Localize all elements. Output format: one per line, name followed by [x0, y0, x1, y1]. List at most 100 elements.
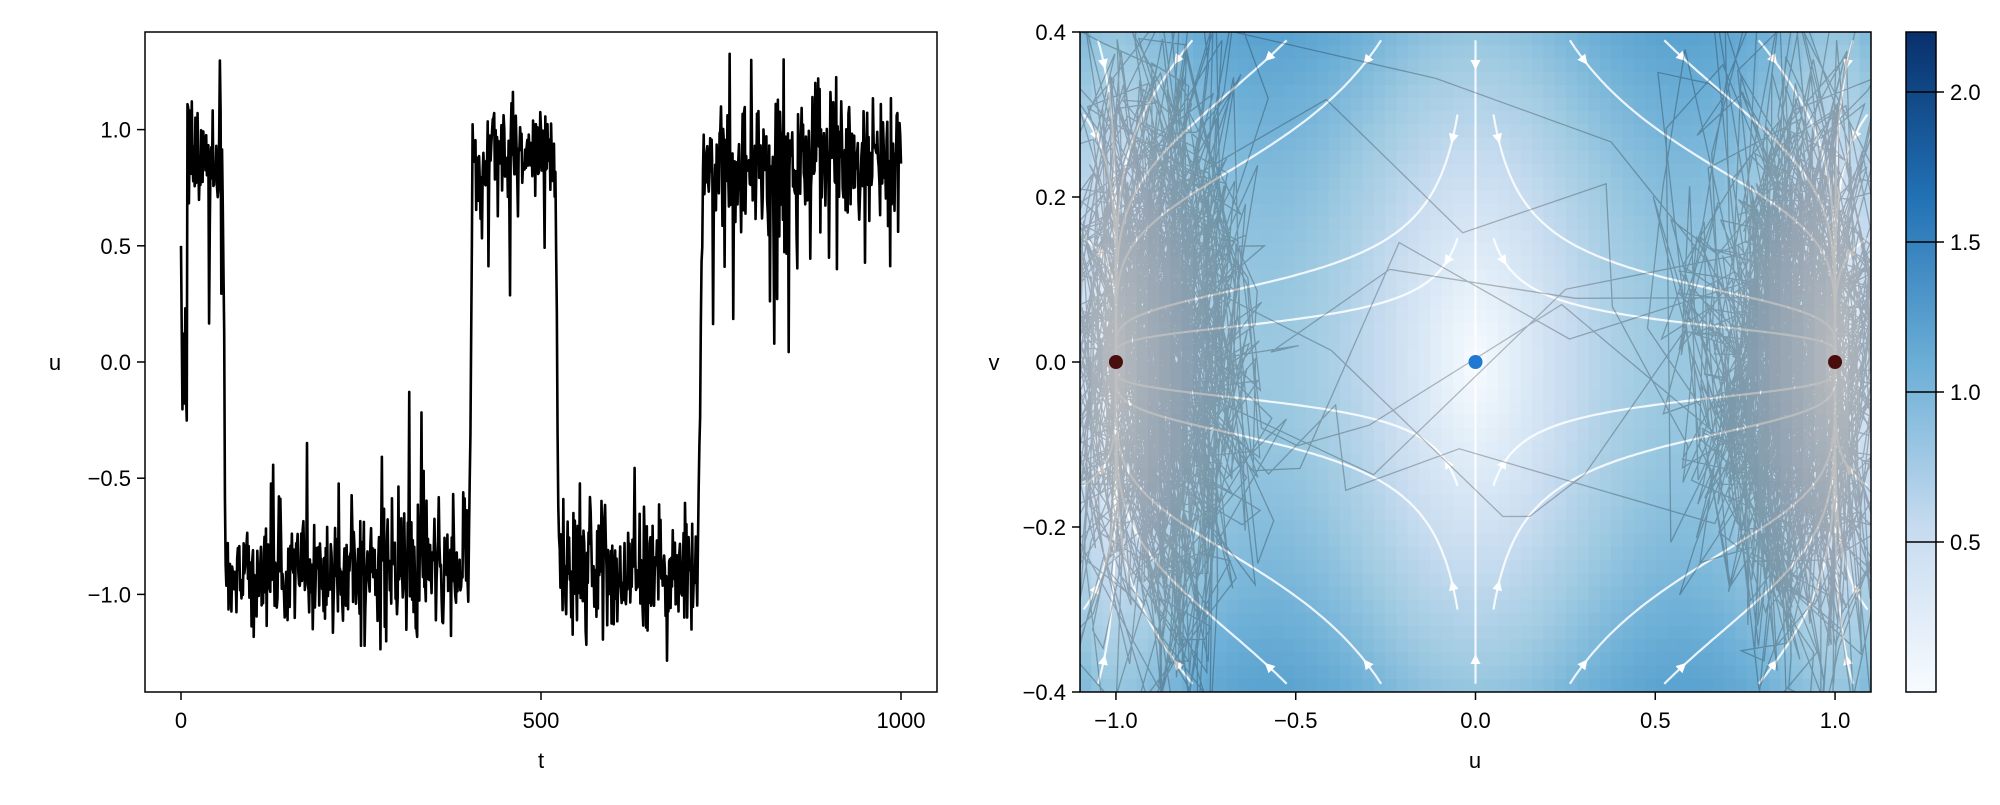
heatmap-cell [1588, 111, 1601, 125]
heatmap-cell [1520, 322, 1533, 337]
heatmap-cell [1430, 375, 1443, 389]
heatmap-cell [1611, 32, 1623, 46]
heatmap-cell [1136, 573, 1149, 587]
heatmap-cell [1565, 599, 1578, 614]
heatmap-cell [1667, 520, 1680, 535]
heatmap-cell [1125, 32, 1138, 46]
heatmap-cell [1215, 124, 1228, 139]
heatmap-cell [1339, 441, 1352, 455]
heatmap-cell [1656, 560, 1669, 574]
heatmap-cell [1294, 546, 1307, 561]
heatmap-cell [1509, 507, 1522, 521]
heatmap-cell [1294, 256, 1307, 271]
colorbar-ticks: 0.51.01.52.0 [1906, 80, 1981, 555]
heatmap-cell [1351, 177, 1364, 191]
heatmap-cell [1532, 58, 1544, 73]
streamline-arrow [1767, 53, 1778, 65]
heatmap-cell [1102, 467, 1115, 482]
heatmap-cell [1136, 428, 1149, 442]
heatmap-cell [1452, 428, 1465, 442]
heatmap-cell [1532, 401, 1544, 416]
heatmap-cell [1339, 269, 1352, 284]
heatmap-cell [1509, 348, 1522, 363]
heatmap-cell [1701, 375, 1714, 389]
heatmap-cell [1520, 639, 1533, 653]
heatmap-cell [1125, 282, 1138, 297]
heatmap-cell [1339, 362, 1352, 376]
heatmap-cell [1814, 494, 1827, 508]
heatmap-cell [1645, 428, 1657, 442]
heatmap-cell [1633, 520, 1646, 535]
time-series-x-ticks: 0 500 1000 [175, 692, 925, 733]
heatmap-cell [1746, 296, 1759, 310]
heatmap-cell [1351, 388, 1364, 403]
heatmap-cell [1577, 58, 1590, 73]
heatmap-cell [1419, 612, 1431, 627]
heatmap-cell [1181, 164, 1194, 178]
streamline-arrow [1264, 662, 1276, 674]
heatmap-cell [1486, 494, 1499, 508]
heatmap-cell [1080, 560, 1092, 574]
heatmap-cell [1317, 243, 1330, 257]
heatmap-cell [1294, 401, 1307, 416]
heatmap-cell [1554, 190, 1567, 205]
heatmap-cell [1735, 190, 1748, 205]
heatmap-cell [1565, 678, 1578, 692]
heatmap-cell [1520, 335, 1533, 350]
heatmap-cell [1136, 177, 1149, 191]
heatmap-cell [1294, 309, 1307, 323]
heatmap-cell [1125, 190, 1138, 205]
heatmap-cell [1306, 150, 1318, 165]
heatmap-cell [1543, 414, 1556, 429]
heatmap-cell [1543, 32, 1556, 46]
heatmap-cell [1204, 665, 1217, 680]
heatmap-cell [1509, 414, 1522, 429]
heatmap-cell [1656, 58, 1669, 73]
heatmap-cell [1859, 230, 1871, 244]
heatmap-cell [1215, 546, 1228, 561]
heatmap-cell [1701, 454, 1714, 469]
heatmap-cell [1712, 454, 1725, 469]
heatmap-cell [1509, 388, 1522, 403]
heatmap-cell [1848, 388, 1861, 403]
heatmap-cell [1362, 626, 1375, 640]
heatmap-cell [1102, 480, 1115, 495]
heatmap-cell [1746, 164, 1759, 178]
heatmap-cell [1622, 480, 1635, 495]
heatmap-cell [1735, 428, 1748, 442]
heatmap-cell [1328, 494, 1341, 508]
heatmap-cell [1204, 480, 1217, 495]
heatmap-cell [1159, 520, 1171, 535]
heatmap-cell [1306, 665, 1318, 680]
heatmap-cell [1486, 639, 1499, 653]
heatmap-cell [1690, 111, 1703, 125]
heatmap-cell [1328, 586, 1341, 601]
heatmap-cell [1814, 32, 1827, 46]
heatmap-cell [1645, 137, 1657, 152]
heatmap-cell [1611, 150, 1623, 165]
heatmap-cell [1147, 639, 1160, 653]
heatmap-cell [1690, 124, 1703, 139]
heatmap-cell [1814, 348, 1827, 363]
heatmap-cell [1159, 45, 1171, 59]
heatmap-cell [1656, 454, 1669, 469]
heatmap-cell [1803, 546, 1816, 561]
heatmap-cell [1837, 441, 1849, 455]
heatmap-cell [1735, 573, 1748, 587]
heatmap-cell [1136, 335, 1149, 350]
heatmap-cell [1204, 45, 1217, 59]
heatmap-cell [1486, 58, 1499, 73]
heatmap-cell [1532, 652, 1544, 667]
heatmap-cell [1159, 111, 1171, 125]
heatmap-cell [1385, 98, 1397, 112]
heatmap-cell [1599, 414, 1612, 429]
heatmap-cell [1215, 177, 1228, 191]
heatmap-cell [1102, 599, 1115, 614]
heatmap-cell [1532, 256, 1544, 271]
heatmap-cell [1407, 32, 1420, 46]
heatmap-cell [1509, 665, 1522, 680]
heatmap-cell [1475, 269, 1488, 284]
heatmap-cell [1419, 296, 1431, 310]
heatmap-cell [1419, 494, 1431, 508]
heatmap-cell [1837, 573, 1849, 587]
